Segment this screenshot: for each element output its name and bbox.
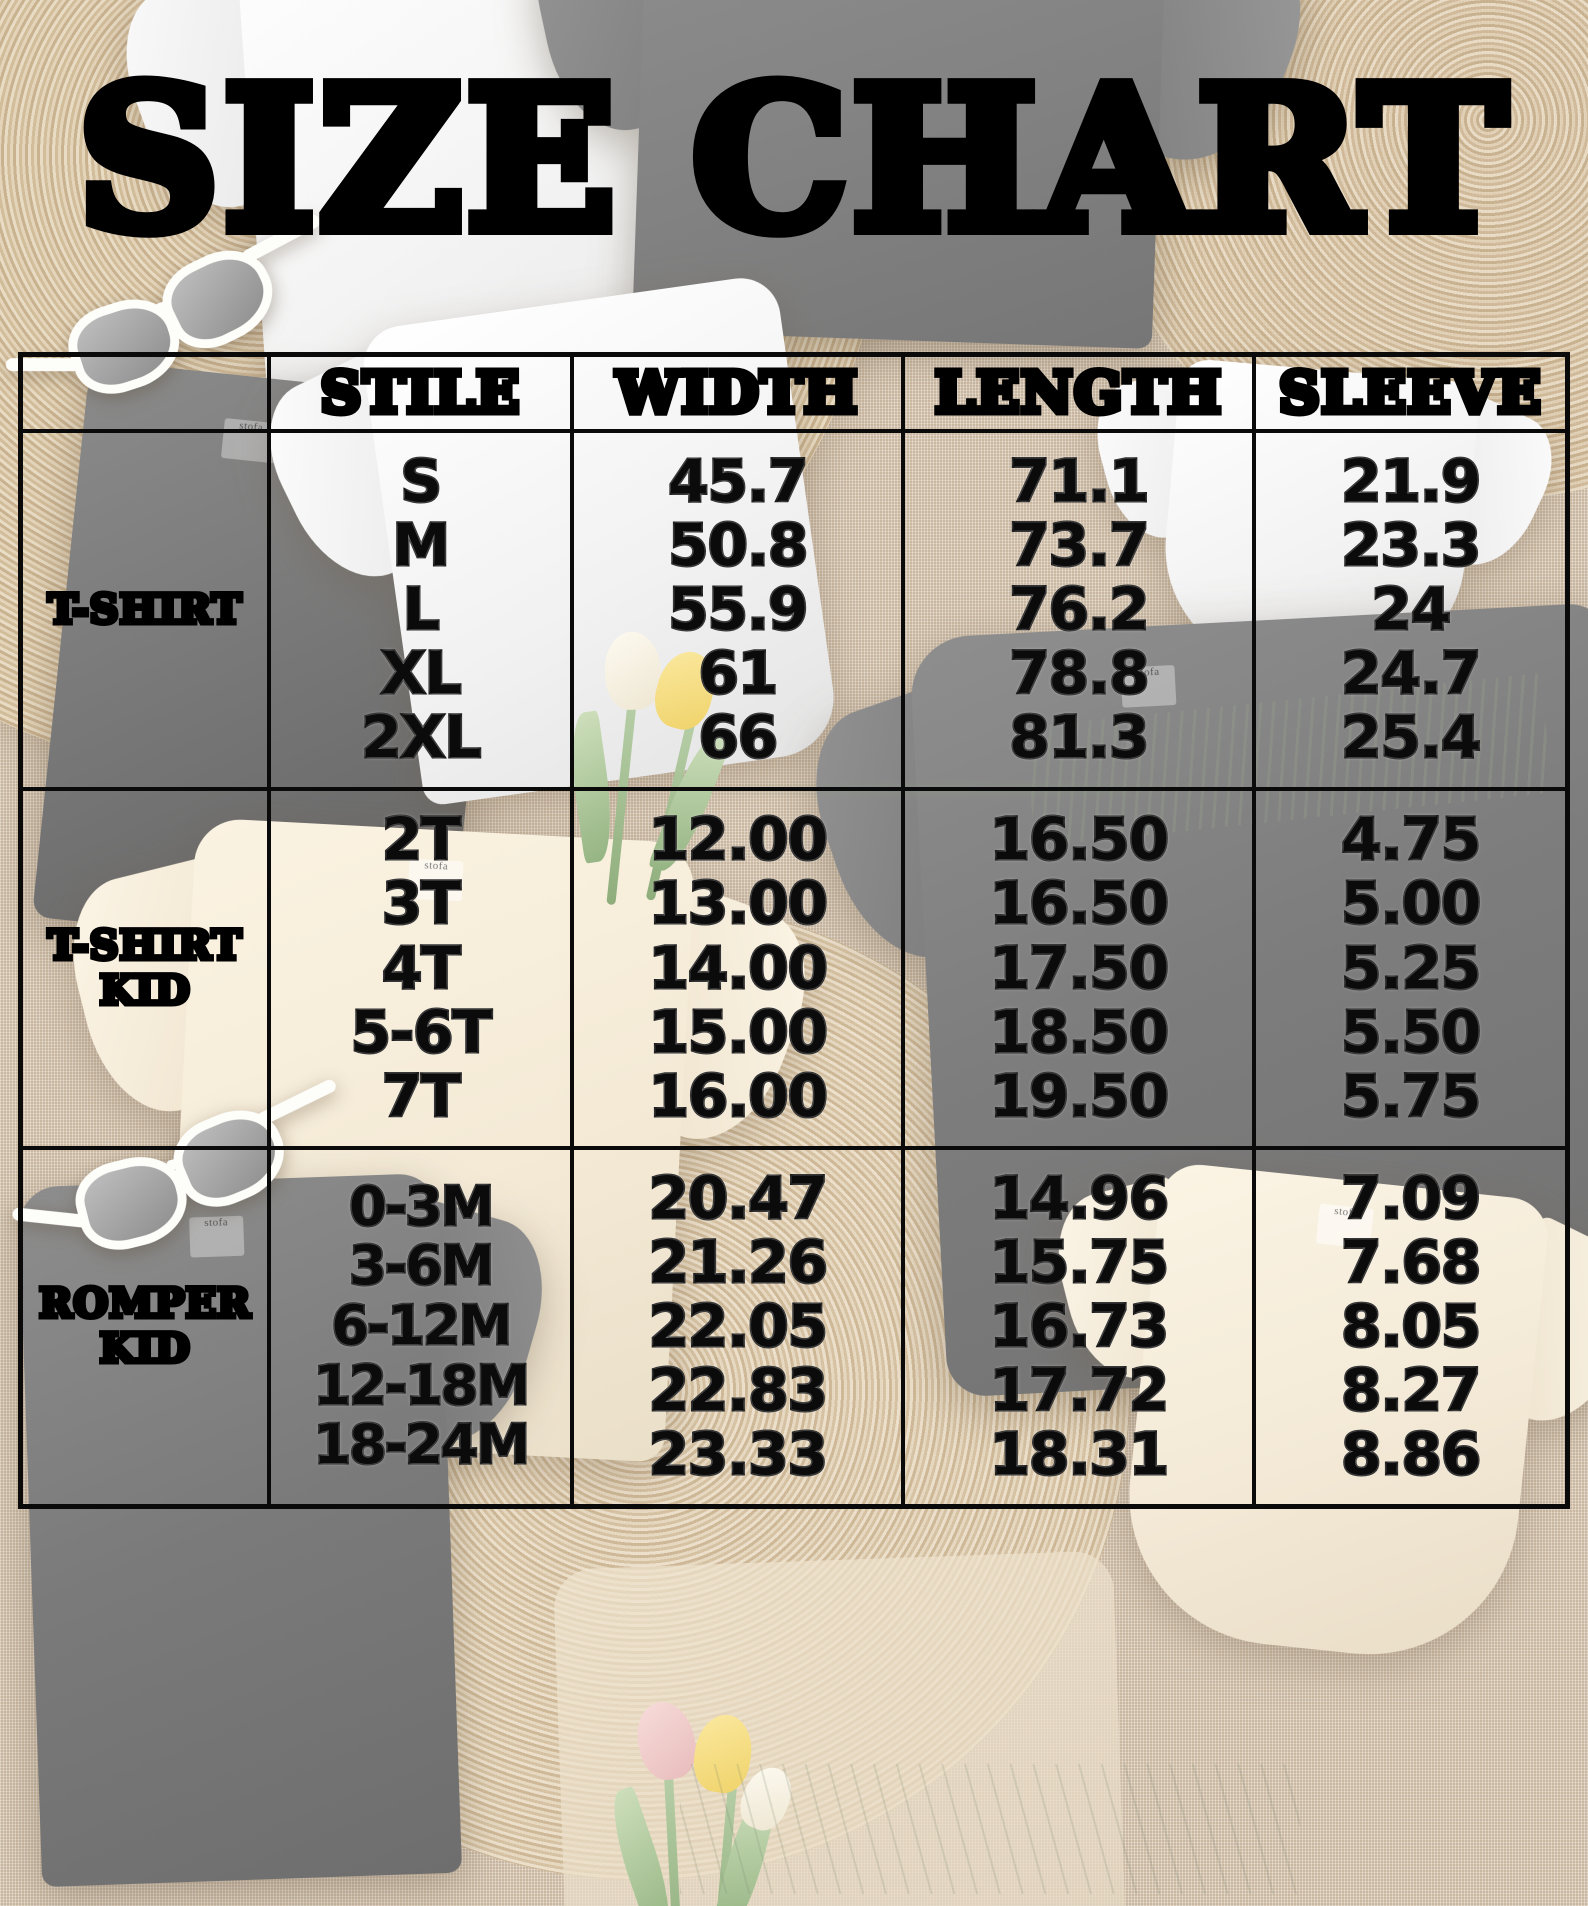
- section-length-cell: 16.50 16.50 17.50 18.50 19.50: [901, 787, 1257, 1150]
- sleeve-stack: 21.9 23.3 24 24.7 25.4: [1340, 447, 1483, 772]
- sketched-foliage: [680, 1764, 1300, 1894]
- style-stack: 2T 3T 4T 5-6T 7T: [349, 805, 493, 1130]
- section-label-line2: KID: [97, 965, 192, 1015]
- section-length-cell: 71.1 73.7 76.2 78.8 81.3: [901, 428, 1257, 792]
- length-stack: 14.96 15.75 16.73 17.72 18.31: [988, 1163, 1170, 1489]
- width-stack: 12.00 13.00 14.00 15.00 16.00: [647, 805, 829, 1130]
- section-style-cell: S M L XL 2XL: [267, 428, 575, 792]
- width-stack: 20.47 21.26 22.05 22.83 23.33: [647, 1163, 829, 1489]
- style-stack: 0-3M 3-6M 6-12M 12-18M 18-24M: [312, 1174, 531, 1477]
- header-cell-sleeve: SLEEVE: [1252, 352, 1570, 433]
- header-cell-blank: [18, 352, 272, 433]
- sleeve-stack: 7.09 7.68 8.05 8.27 8.86: [1340, 1163, 1483, 1489]
- table-section-tshirt: T-SHIRT S M L XL 2XL 45.7 50.8 55.9: [18, 428, 1570, 792]
- length-stack: 16.50 16.50 17.50 18.50 19.50: [988, 805, 1170, 1130]
- section-length-cell: 14.96 15.75 16.73 17.72 18.31: [901, 1145, 1257, 1509]
- width-stack: 45.7 50.8 55.9 61 66: [667, 447, 810, 772]
- section-label-line1: T-SHIRT: [45, 920, 243, 970]
- section-width-cell: 20.47 21.26 22.05 22.83 23.33: [570, 1145, 906, 1509]
- header-cell-width: WIDTH: [570, 352, 906, 433]
- section-label-cell: T-SHIRT: [18, 428, 272, 792]
- section-style-cell: 0-3M 3-6M 6-12M 12-18M 18-24M: [267, 1145, 575, 1509]
- section-sleeve-cell: 4.75 5.00 5.25 5.50 5.75: [1252, 787, 1570, 1150]
- page-title: SIZE CHART: [71, 45, 1513, 275]
- section-style-cell: 2T 3T 4T 5-6T 7T: [267, 787, 575, 1150]
- table-header-row: STILE WIDTH LENGTH SLEEVE: [18, 352, 1570, 433]
- section-label-line1: ROMPER: [37, 1279, 253, 1329]
- sleeve-stack: 4.75 5.00 5.25 5.50 5.75: [1340, 805, 1483, 1130]
- section-label-cell: ROMPER KID: [18, 1145, 272, 1509]
- section-label-line2: KID: [97, 1324, 192, 1374]
- section-label-cell: T-SHIRT KID: [18, 787, 272, 1150]
- section-width-cell: 45.7 50.8 55.9 61 66: [570, 428, 906, 792]
- style-stack: S M L XL 2XL: [360, 447, 483, 772]
- section-sleeve-cell: 21.9 23.3 24 24.7 25.4: [1252, 428, 1570, 792]
- table-section-tshirt-kid: T-SHIRT KID 2T 3T 4T 5-6T 7T 12.00: [18, 787, 1570, 1150]
- section-width-cell: 12.00 13.00 14.00 15.00 16.00: [570, 787, 906, 1150]
- header-cell-stile: STILE: [267, 352, 575, 433]
- section-sleeve-cell: 7.09 7.68 8.05 8.27 8.86: [1252, 1145, 1570, 1509]
- table-section-romper-kid: ROMPER KID 0-3M 3-6M 6-12M 12-18M 18-24M: [18, 1145, 1570, 1509]
- size-chart-table: STILE WIDTH LENGTH SLEEVE T-SHIRT: [18, 352, 1570, 1510]
- header-cell-length: LENGTH: [901, 352, 1257, 433]
- length-stack: 71.1 73.7 76.2 78.8 81.3: [1008, 447, 1151, 772]
